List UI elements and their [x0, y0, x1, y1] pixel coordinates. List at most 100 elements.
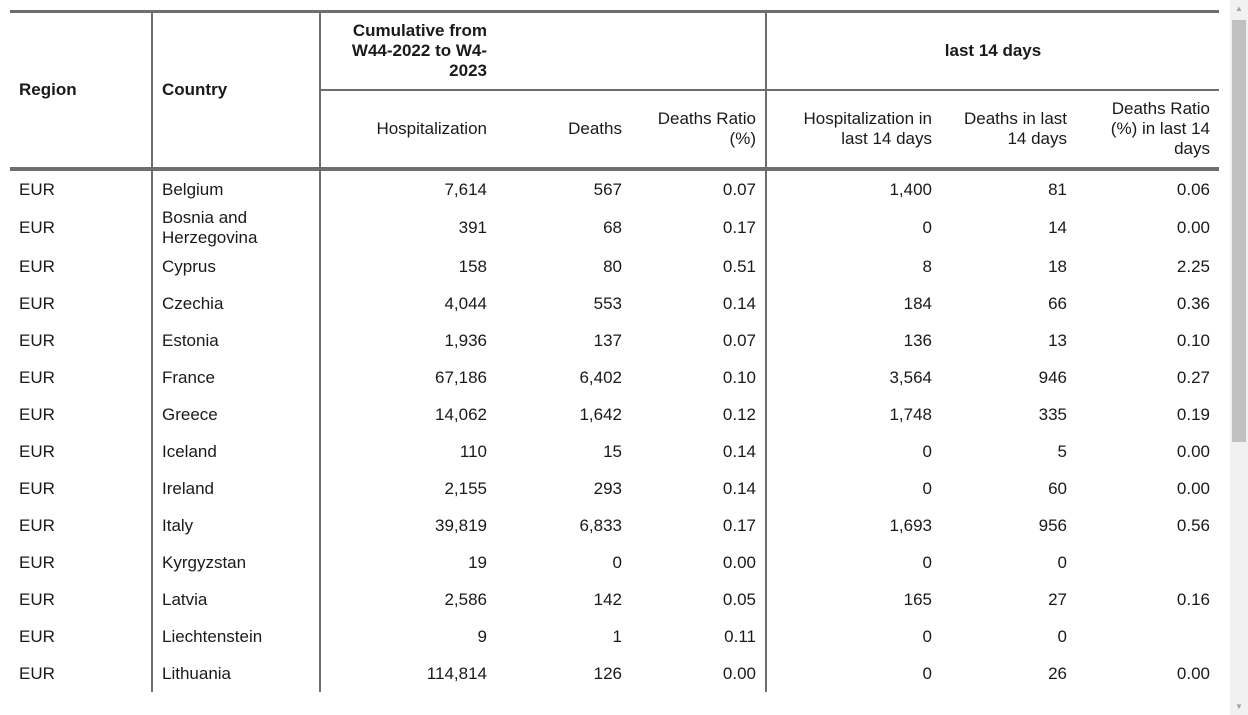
- cell-deaths-14d: 956: [1038, 515, 1067, 535]
- cell-deaths-ratio-14d: 0.00: [1176, 478, 1210, 498]
- cell-country: Lithuania: [151, 655, 320, 692]
- cell-region: EUR: [19, 218, 55, 237]
- cell-deaths-ratio-14d: [1076, 618, 1219, 655]
- cell-deaths-ratio-14d: 0.56: [1176, 515, 1210, 535]
- table-row: EUR Cyprus 158 80 0.51 8 18 2.25: [10, 248, 1219, 285]
- cell-hospitalization: 391: [319, 208, 496, 248]
- cell-region: EUR: [19, 404, 55, 424]
- cell-region: EUR: [19, 478, 55, 498]
- cell-hospitalization-14d: 1,748: [765, 396, 941, 433]
- cell-country: Greece: [151, 396, 320, 433]
- cell-deaths-ratio-14d: 0.00: [1176, 441, 1210, 461]
- cell-country: Estonia: [151, 322, 320, 359]
- table-row: EUR Estonia 1,936 137 0.07 136 13 0.10: [10, 322, 1219, 359]
- cell-region: EUR: [19, 626, 55, 646]
- cell-region: EUR: [19, 293, 55, 313]
- cell-hospitalization: 114,814: [319, 655, 496, 692]
- cell-deaths: 68: [603, 218, 622, 237]
- cell-deaths-ratio-14d: 0.00: [1176, 663, 1210, 683]
- cell-hospitalization: 19: [319, 544, 496, 581]
- cell-region: EUR: [19, 589, 55, 609]
- cell-hospitalization: 1,936: [319, 322, 496, 359]
- cell-deaths: 6,833: [579, 515, 622, 535]
- cell-country: Iceland: [151, 433, 320, 470]
- cell-deaths-ratio-14d: 0.00: [1176, 218, 1210, 237]
- hospitalization-deaths-table: Region Country Cumulative from W44-2022 …: [10, 10, 1219, 692]
- cell-deaths-14d: 27: [1048, 589, 1067, 609]
- table-row: EUR Greece 14,062 1,642 0.12 1,748 335 0.19: [10, 396, 1219, 433]
- scroll-up-arrow-icon[interactable]: ▲: [1235, 4, 1243, 13]
- cell-deaths-ratio: 0.07: [722, 179, 756, 199]
- cell-deaths-14d: 14: [1048, 218, 1067, 237]
- table-row: EUR Bosnia and Herzegovina 391 68 0.17 0 14 0.0…: [10, 208, 1219, 248]
- cell-deaths: 80: [603, 256, 622, 276]
- cell-deaths-ratio: 0.17: [722, 218, 756, 237]
- cell-hospitalization: 14,062: [319, 396, 496, 433]
- column-header-deaths[interactable]: Deaths: [496, 90, 631, 171]
- cell-hospitalization-14d: 8: [765, 248, 941, 285]
- cell-country: Italy: [151, 507, 320, 544]
- column-header-region[interactable]: Region: [10, 10, 152, 171]
- cell-deaths-14d: 946: [1038, 367, 1067, 387]
- cell-deaths-ratio-14d: 0.06: [1176, 179, 1210, 199]
- cell-country: Belgium: [151, 169, 320, 208]
- cell-deaths-14d: 66: [1048, 293, 1067, 313]
- cell-country: Kyrgyzstan: [151, 544, 320, 581]
- cell-deaths-ratio-14d: 0.16: [1176, 589, 1210, 609]
- cell-deaths-14d: 81: [1048, 179, 1067, 199]
- table-row: EUR Liechtenstein 9 1 0.11 0 0: [10, 618, 1219, 655]
- column-header-country[interactable]: Country: [151, 10, 320, 171]
- cell-deaths-14d: 26: [1048, 663, 1067, 683]
- cell-hospitalization: 158: [319, 248, 496, 285]
- column-header-hospitalization-14d[interactable]: Hospitalization in last 14 days: [765, 90, 941, 171]
- column-header-deaths-ratio[interactable]: Deaths Ratio (%): [631, 90, 766, 171]
- cell-hospitalization: 2,586: [319, 581, 496, 618]
- column-header-deaths-ratio-14d[interactable]: Deaths Ratio (%) in last 14 days: [1076, 90, 1219, 171]
- cell-hospitalization-14d: 0: [765, 470, 941, 507]
- cell-deaths-14d: 5: [1057, 441, 1067, 461]
- data-table-container: Region Country Cumulative from W44-2022 …: [10, 10, 1220, 715]
- cell-hospitalization-14d: 165: [765, 581, 941, 618]
- vertical-scrollbar[interactable]: ▲ ▼: [1230, 0, 1248, 715]
- cell-deaths: 1: [612, 626, 622, 646]
- cell-deaths-ratio: 0.14: [722, 441, 756, 461]
- table-row: EUR Lithuania 114,814 126 0.00 0 26 0.00: [10, 655, 1219, 692]
- scrollbar-thumb[interactable]: [1232, 20, 1246, 442]
- cell-deaths: 293: [593, 478, 622, 498]
- cell-region: EUR: [19, 663, 55, 683]
- cell-deaths-ratio: 0.11: [724, 626, 756, 646]
- cell-deaths: 567: [593, 179, 622, 199]
- cell-deaths-14d: 0: [1057, 552, 1067, 572]
- cell-hospitalization-14d: 0: [765, 433, 941, 470]
- table-row: EUR Italy 39,819 6,833 0.17 1,693 956 0.56: [10, 507, 1219, 544]
- table-row: EUR Czechia 4,044 553 0.14 184 66 0.36: [10, 285, 1219, 322]
- column-header-hospitalization[interactable]: Hospitalization: [319, 90, 496, 171]
- scroll-down-arrow-icon[interactable]: ▼: [1235, 702, 1243, 711]
- cell-deaths-ratio: 0.05: [722, 589, 756, 609]
- table-row: EUR Belgium 7,614 567 0.07 1,400 81 0.06: [10, 169, 1219, 208]
- table-row: EUR France 67,186 6,402 0.10 3,564 946 0.27: [10, 359, 1219, 396]
- table-row: EUR Iceland 110 15 0.14 0 5 0.00: [10, 433, 1219, 470]
- cell-deaths: 142: [593, 589, 622, 609]
- cell-deaths-14d: 335: [1038, 404, 1067, 424]
- column-header-deaths-14d[interactable]: Deaths in last 14 days: [941, 90, 1076, 171]
- cell-deaths-ratio: 0.07: [722, 330, 756, 350]
- cell-deaths-ratio-14d: 0.27: [1176, 367, 1210, 387]
- cell-country: Ireland: [151, 470, 320, 507]
- cell-deaths-ratio-14d: 0.19: [1176, 404, 1210, 424]
- table-row: EUR Ireland 2,155 293 0.14 0 60 0.00: [10, 470, 1219, 507]
- cell-deaths: 6,402: [579, 367, 622, 387]
- cell-hospitalization-14d: 1,400: [765, 169, 941, 208]
- cell-hospitalization-14d: 0: [765, 208, 941, 248]
- cell-deaths: 137: [593, 330, 622, 350]
- table-header: Region Country Cumulative from W44-2022 …: [10, 10, 1219, 171]
- cell-country: France: [151, 359, 320, 396]
- table-body: EUR Belgium 7,614 567 0.07 1,400 81 0.06 EUR Bosn…: [10, 169, 1219, 692]
- cell-deaths-ratio: 0.14: [722, 293, 756, 313]
- cell-deaths-ratio: 0.51: [722, 256, 756, 276]
- cell-deaths-ratio-14d: 0.36: [1176, 293, 1210, 313]
- cell-deaths-ratio: 0.12: [722, 404, 756, 424]
- group-header-cumulative-spacer: [631, 10, 766, 91]
- cell-region: EUR: [19, 330, 55, 350]
- cell-country: Liechtenstein: [151, 618, 320, 655]
